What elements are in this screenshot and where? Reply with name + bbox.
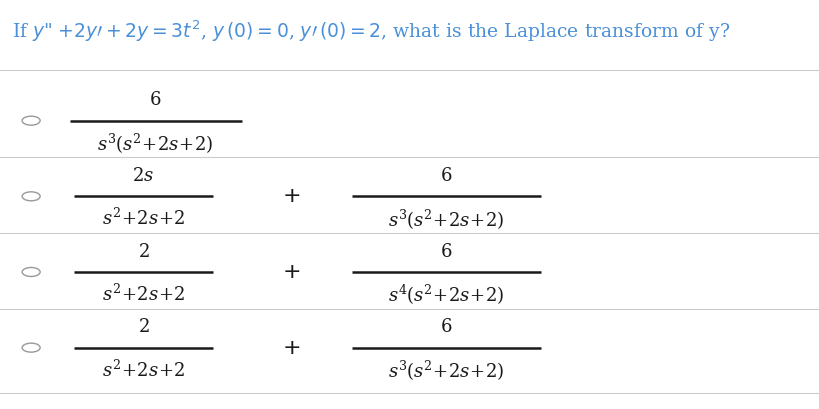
Text: $2s$: $2s$: [133, 167, 154, 185]
Text: $s^2\!+\!2s\!+\!2$: $s^2\!+\!2s\!+\!2$: [102, 208, 185, 229]
Text: $s^2\!+\!2s\!+\!2$: $s^2\!+\!2s\!+\!2$: [102, 359, 185, 380]
Text: $s^3(s^2\!+\!2s\!+\!2)$: $s^3(s^2\!+\!2s\!+\!2)$: [388, 359, 505, 383]
Text: $s^4(s^2\!+\!2s\!+\!2)$: $s^4(s^2\!+\!2s\!+\!2)$: [388, 283, 505, 308]
Text: If $y$" $+2y\prime + 2y = 3t^2$, $y\,(0) = 0$, $y\prime\,(0) = 2$, what is the L: If $y$" $+2y\prime + 2y = 3t^2$, $y\,(0)…: [12, 18, 731, 44]
Text: $+$: $+$: [282, 185, 300, 207]
Text: $6$: $6$: [149, 91, 162, 109]
Text: $2$: $2$: [138, 243, 149, 261]
Text: $2$: $2$: [138, 318, 149, 336]
Text: $6$: $6$: [440, 318, 453, 336]
Text: $s^3(s^2\!+\!2s\!+\!2)$: $s^3(s^2\!+\!2s\!+\!2)$: [388, 208, 505, 232]
Text: $6$: $6$: [440, 243, 453, 261]
Text: $s^2\!+\!2s\!+\!2$: $s^2\!+\!2s\!+\!2$: [102, 283, 185, 305]
Text: $+$: $+$: [282, 261, 300, 283]
Text: $6$: $6$: [440, 167, 453, 185]
Text: $+$: $+$: [282, 337, 300, 359]
Text: $s^3(s^2\!+\!2s\!+\!2)$: $s^3(s^2\!+\!2s\!+\!2)$: [97, 132, 214, 156]
